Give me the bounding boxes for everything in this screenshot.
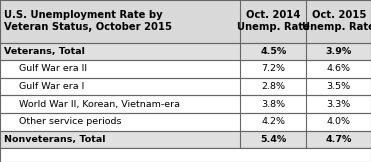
Text: Gulf War era II: Gulf War era II	[19, 64, 88, 74]
Text: 3.3%: 3.3%	[326, 100, 351, 109]
Text: 4.7%: 4.7%	[325, 135, 352, 144]
Text: 3.8%: 3.8%	[261, 100, 286, 109]
Text: Source: Bureau of Labor Statistics: Source: Bureau of Labor Statistics	[210, 151, 364, 160]
Bar	[0, 95, 371, 113]
Text: 3.9%: 3.9%	[326, 47, 352, 56]
Bar	[0, 148, 371, 162]
Text: U.S. Unemployment Rate by
Veteran Status, October 2015: U.S. Unemployment Rate by Veteran Status…	[4, 10, 173, 33]
Bar	[0, 148, 371, 162]
Text: 4.2%: 4.2%	[262, 117, 285, 126]
Bar	[0, 0, 371, 43]
Text: 4.6%: 4.6%	[327, 64, 351, 74]
Text: 3.5%: 3.5%	[326, 82, 351, 91]
Text: Other service periods: Other service periods	[19, 117, 122, 126]
Text: 2.8%: 2.8%	[262, 82, 285, 91]
Text: Oct. 2014
Unemp. Rate: Oct. 2014 Unemp. Rate	[237, 10, 310, 33]
Text: World War II, Korean, Vietnam-era: World War II, Korean, Vietnam-era	[19, 100, 180, 109]
Text: 5.4%: 5.4%	[260, 135, 286, 144]
Bar	[0, 43, 371, 60]
Bar	[0, 131, 371, 148]
Text: 7.2%: 7.2%	[262, 64, 285, 74]
Bar	[0, 60, 371, 78]
Bar	[0, 78, 371, 95]
Text: 4.0%: 4.0%	[327, 117, 351, 126]
Text: Nonveterans, Total: Nonveterans, Total	[4, 135, 106, 144]
Text: Gulf War era I: Gulf War era I	[19, 82, 85, 91]
Text: 4.5%: 4.5%	[260, 47, 286, 56]
Text: Veterans, Total: Veterans, Total	[4, 47, 85, 56]
Text: Oct. 2015
Unemp. Rate: Oct. 2015 Unemp. Rate	[302, 10, 371, 33]
Bar	[0, 113, 371, 131]
